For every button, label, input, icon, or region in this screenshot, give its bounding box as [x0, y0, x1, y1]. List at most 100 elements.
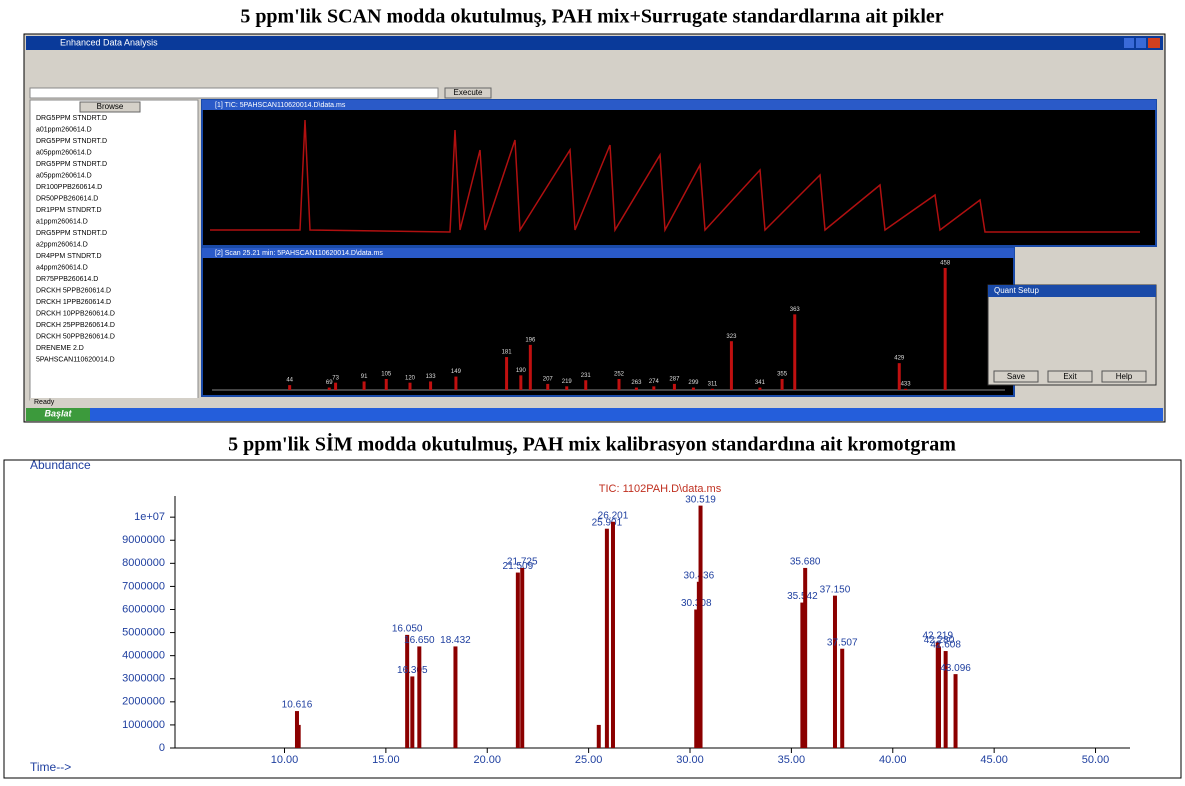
spectrum-peak [758, 388, 761, 390]
peak-label: 252 [614, 372, 625, 378]
peak-label: 181 [502, 350, 513, 356]
minimize[interactable] [1124, 38, 1134, 48]
file-item[interactable]: DRCKH 25PPB260614.D [36, 322, 115, 329]
path-field[interactable] [30, 88, 438, 98]
peak-label: 16.050 [392, 624, 423, 635]
file-item[interactable]: a4ppm260614.D [36, 264, 88, 271]
spectrum-peak [944, 268, 947, 390]
peak-label: 287 [669, 376, 680, 382]
spectrum-peak [519, 375, 522, 390]
peak-label: 149 [451, 369, 462, 375]
taskbar [26, 408, 1163, 421]
file-item[interactable]: DR50PPB260614.D [36, 195, 98, 202]
peak [699, 506, 703, 748]
peak-label: 341 [755, 380, 766, 386]
peak [611, 522, 615, 748]
peak [453, 646, 457, 748]
file-item[interactable]: DRENEME 2.D [36, 345, 84, 352]
peak-label: 10.616 [282, 700, 313, 711]
peak [803, 568, 807, 748]
x-axis-label: Time--> [30, 760, 71, 774]
window-title: Enhanced Data Analysis [60, 37, 158, 47]
quant-dialog [988, 285, 1156, 385]
peak-label: 458 [940, 261, 951, 267]
spectrum-peak [730, 341, 733, 390]
peak-label: 21.725 [507, 557, 538, 568]
heading: 5 ppm'lik SİM modda okutulmuş, PAH mix k… [228, 432, 956, 456]
spectrum-peak [288, 385, 291, 390]
spectrum-window [202, 248, 1014, 396]
peak-label: 263 [631, 380, 642, 386]
spectrum-peak [363, 381, 366, 390]
x-tick-label: 20.00 [473, 754, 501, 766]
spectrum-peak [334, 383, 337, 390]
spectrum-peak [584, 380, 587, 390]
y-tick-label: 7000000 [122, 580, 165, 592]
file-item[interactable]: DRCKH 1PPB260614.D [36, 299, 111, 306]
spectrum-peak [781, 379, 784, 390]
close[interactable] [1148, 38, 1160, 48]
peak-label: 120 [405, 375, 416, 381]
peak-label: 219 [562, 379, 573, 385]
file-panel [30, 100, 198, 400]
file-item[interactable]: DR100PPB260614.D [36, 184, 102, 191]
peak [417, 646, 421, 748]
spectrum-peak [385, 379, 388, 390]
spectrum-peak [429, 381, 432, 390]
tic-window [202, 100, 1156, 246]
file-item[interactable]: a2ppm260614.D [36, 241, 88, 248]
peak-label: 16.650 [404, 635, 435, 646]
file-item[interactable]: DR75PPB260614.D [36, 276, 98, 283]
peak-label: 16.305 [397, 665, 428, 676]
quant-button-label: Help [1116, 372, 1133, 381]
y-tick-label: 0 [159, 742, 165, 754]
peak-label: 323 [726, 334, 737, 340]
peak-label: 190 [516, 368, 527, 374]
page: 5 ppm'lik SCAN modda okutulmuş, PAH mix+… [0, 0, 1185, 781]
spectrum-peak [505, 357, 508, 390]
peak [410, 676, 414, 748]
file-item[interactable]: a05ppm260614.D [36, 172, 92, 179]
file-item[interactable]: a05ppm260614.D [36, 149, 92, 156]
file-item[interactable]: DRCKH 50PPB260614.D [36, 333, 115, 340]
file-item[interactable]: DRG5PPM STNDRT.D [36, 161, 107, 168]
file-item[interactable]: DR4PPM STNDRT.D [36, 253, 102, 260]
peak [954, 674, 958, 748]
peak-label: 433 [901, 381, 912, 387]
peak [297, 725, 301, 748]
peak-label: 30.519 [685, 494, 716, 505]
file-item[interactable]: DR1PPM STNDRT.D [36, 207, 102, 214]
y-tick-label: 1000000 [122, 719, 165, 731]
file-item[interactable]: 5PAHSCAN110620014.D [36, 356, 115, 363]
y-axis-label: Abundance [30, 458, 91, 472]
peak-label: 274 [649, 379, 660, 385]
peak-label: 35.680 [790, 557, 821, 568]
peak-label: 363 [790, 307, 801, 313]
spectrum-peak [692, 388, 695, 390]
file-item[interactable]: DRG5PPM STNDRT.D [36, 138, 107, 145]
peak-label: 42.608 [930, 640, 961, 651]
spectrum-peak [529, 345, 532, 390]
spectrum-peak [793, 314, 796, 390]
peak [597, 725, 601, 748]
x-tick-label: 30.00 [676, 754, 704, 766]
peak-label: 18.432 [440, 635, 471, 646]
file-item[interactable]: DRCKH 5PPB260614.D [36, 287, 111, 294]
file-item[interactable]: a1ppm260614.D [36, 218, 88, 225]
maximize[interactable] [1136, 38, 1146, 48]
peak-label: 231 [581, 373, 592, 379]
quant-button-label: Exit [1063, 372, 1077, 381]
quant-title: Quant Setup [994, 286, 1039, 295]
peak-label: 91 [361, 374, 368, 380]
file-item[interactable]: a01ppm260614.D [36, 126, 92, 133]
spectrum-peak [409, 383, 412, 390]
toolbar [30, 54, 1130, 86]
file-item[interactable]: DRG5PPM STNDRT.D [36, 230, 107, 237]
file-item[interactable]: DRCKH 10PPB260614.D [36, 310, 115, 317]
peak-label: 105 [381, 372, 392, 378]
status-bar [30, 398, 1156, 406]
peak-label: 196 [525, 337, 536, 343]
peak-label: 311 [708, 381, 718, 387]
file-item[interactable]: DRG5PPM STNDRT.D [36, 115, 107, 122]
x-tick-label: 35.00 [778, 754, 806, 766]
